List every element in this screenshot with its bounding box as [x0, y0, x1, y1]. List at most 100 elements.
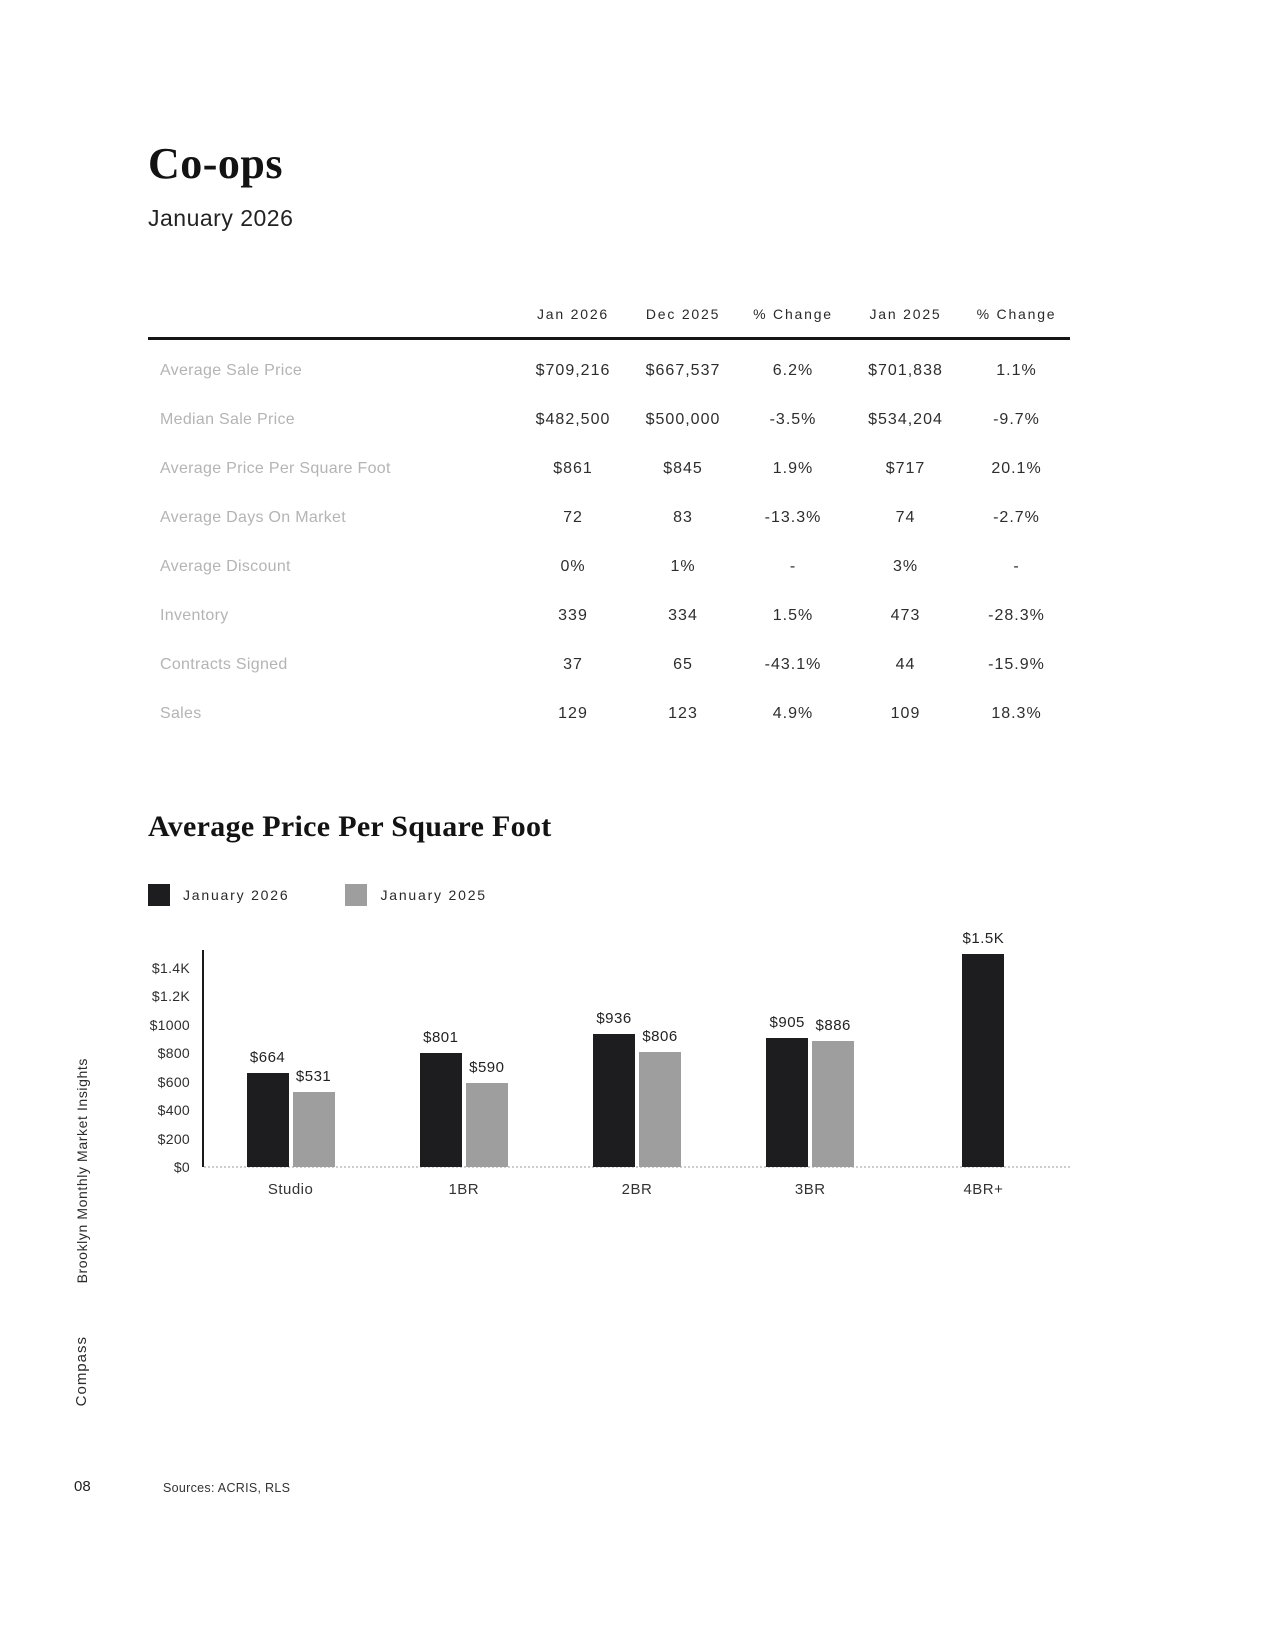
legend-label: January 2026 [183, 887, 290, 903]
bar [246, 1072, 289, 1167]
table-cell: -43.1% [764, 655, 822, 673]
table-cell: 339 [558, 606, 588, 624]
metrics-table: Jan 2026 Dec 2025 % Change Jan 2025 % Ch… [148, 306, 1070, 738]
bar-group-1br: $801 $590 1BR [377, 950, 550, 1198]
table-cell: 473 [890, 606, 921, 624]
row-label: Contracts Signed [160, 655, 288, 673]
table-cell: -15.9% [988, 655, 1045, 673]
table-cell: $709,216 [535, 361, 611, 379]
table-cell: 1% [670, 557, 696, 575]
table-cell: 0% [560, 557, 586, 575]
table-row: Average Days On Market 72 83 -13.3% 74 -… [148, 493, 1070, 542]
row-label: Inventory [160, 606, 229, 624]
category-label: 3BR [794, 1181, 826, 1198]
bar-unit: $664 [246, 1049, 289, 1167]
table-cell: 83 [673, 508, 693, 526]
table-cell: 123 [668, 704, 698, 722]
column-header-jan-2026: Jan 2026 [536, 306, 609, 322]
table-body: Average Sale Price $709,216 $667,537 6.2… [148, 346, 1070, 738]
legend-swatch-jan-2025 [345, 884, 368, 906]
bar [766, 1038, 809, 1167]
bar-group-4brplus: $1.5K 4BR+ [897, 930, 1070, 1198]
chart-bar-groups: $664 $531 Studio $801 $590 1BR $936 $806 2BR $905… [204, 930, 1070, 1198]
bar [812, 1041, 855, 1167]
table-cell: 44 [895, 655, 916, 673]
bar-unit: $905 [766, 1014, 809, 1167]
y-axis-tick-label: $1.2K [151, 988, 190, 1005]
page-number: 08 [74, 1478, 91, 1495]
column-header-pct-change-1: % Change [753, 306, 833, 322]
table-cell: $667,537 [645, 361, 721, 379]
bar-group-3br: $905 $886 3BR [724, 950, 897, 1198]
table-cell: 72 [563, 508, 583, 526]
table-row: Average Price Per Square Foot $861 $845 … [148, 444, 1070, 493]
table-cell: 4.9% [772, 704, 814, 722]
category-label: 2BR [621, 1181, 653, 1198]
table-cell: -28.3% [988, 606, 1045, 624]
bar-value-label: $1.5K [962, 929, 1005, 947]
title-block: Co-ops January 2026 [148, 138, 293, 232]
bar-value-label: $905 [769, 1014, 805, 1032]
row-label: Average Sale Price [160, 361, 303, 379]
bar [962, 953, 1005, 1167]
table-cell: 1.5% [772, 606, 814, 624]
bar-group-studio: $664 $531 Studio [204, 950, 377, 1198]
page-title: Co-ops [148, 139, 284, 188]
table-cell: 74 [895, 508, 916, 526]
table-cell: - [1013, 557, 1020, 575]
column-header-pct-change-2: % Change [976, 306, 1057, 322]
legend-item-jan-2026: January 2026 [148, 884, 289, 906]
bar-value-label: $590 [469, 1059, 505, 1077]
y-axis-tick-label: $600 [157, 1073, 190, 1090]
table-cell: $534,204 [868, 410, 943, 428]
table-cell: 65 [673, 655, 693, 673]
table-header-row: Jan 2026 Dec 2025 % Change Jan 2025 % Ch… [148, 306, 1070, 340]
table-row: Average Sale Price $709,216 $667,537 6.2… [148, 346, 1070, 395]
bar-value-label: $531 [295, 1067, 332, 1085]
row-label: Average Price Per Square Foot [160, 459, 391, 477]
table-cell: -9.7% [993, 410, 1040, 428]
chart-section-title: Average Price Per Square Foot [148, 810, 552, 843]
category-label: 4BR+ [963, 1181, 1004, 1198]
y-axis-tick-label: $800 [157, 1045, 190, 1062]
sources-note: Sources: ACRIS, RLS [163, 1481, 291, 1495]
table-cell: -3.5% [769, 410, 817, 428]
bar [292, 1091, 335, 1167]
column-header-dec-2025: Dec 2025 [645, 306, 721, 322]
table-row: Contracts Signed 37 65 -43.1% 44 -15.9% [148, 640, 1070, 689]
chart-y-axis: $0 $200 $400 $600 $800 $1000 $1.2K $1.4K [148, 950, 202, 1175]
legend-item-jan-2025: January 2025 [345, 884, 486, 906]
bar-unit: $531 [292, 1067, 335, 1167]
chart-plot-area: $664 $531 Studio $801 $590 1BR $936 $806 2BR $905… [202, 930, 1070, 1198]
table-cell: -13.3% [764, 508, 822, 526]
bar [419, 1053, 462, 1167]
bar-value-label: $886 [815, 1017, 851, 1035]
y-axis-tick-label: $0 [173, 1159, 190, 1175]
category-label: 1BR [448, 1181, 480, 1198]
table-cell: - [789, 557, 797, 575]
column-header-jan-2025: Jan 2025 [869, 306, 942, 322]
y-axis-tick-label: $200 [157, 1130, 190, 1147]
bar-value-label: $806 [642, 1028, 678, 1046]
bar-value-label: $801 [423, 1029, 459, 1047]
row-label: Average Discount [160, 557, 291, 575]
table-row: Sales 129 123 4.9% 109 18.3% [148, 689, 1070, 738]
table-row: Median Sale Price $482,500 $500,000 -3.5… [148, 395, 1070, 444]
bar-unit: $936 [593, 1010, 635, 1167]
table-cell: 334 [668, 606, 698, 624]
table-cell: $717 [885, 459, 926, 477]
table-cell: 1.9% [772, 459, 814, 477]
bar-chart: $0 $200 $400 $600 $800 $1000 $1.2K $1.4K $664 $5… [148, 930, 1070, 1198]
page-subtitle: January 2026 [148, 205, 294, 231]
table-cell: 20.1% [991, 459, 1042, 477]
bar-unit: $1.5K [962, 929, 1005, 1167]
sidebar-brand-logo: Compass [73, 1336, 90, 1407]
table-row: Inventory 339 334 1.5% 473 -28.3% [148, 591, 1070, 640]
sidebar-report-title: Brooklyn Monthly Market Insights [74, 1058, 90, 1284]
bar-unit: $886 [812, 1017, 855, 1167]
legend-label: January 2025 [380, 887, 487, 903]
table-row: Average Discount 0% 1% - 3% - [148, 542, 1070, 591]
bar-unit: $806 [639, 1028, 681, 1167]
table-cell: $861 [553, 459, 593, 477]
